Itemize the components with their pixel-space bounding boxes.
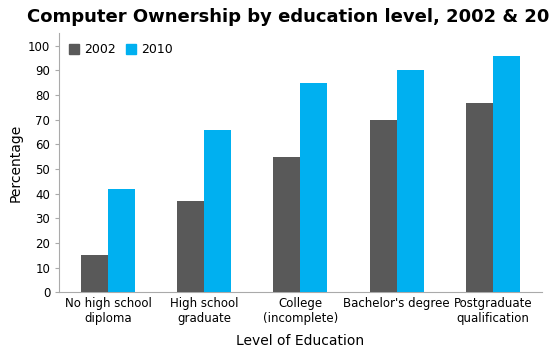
Bar — [493, 56, 520, 293]
Bar — [81, 256, 108, 293]
Legend: 2002, 2010: 2002, 2010 — [65, 40, 177, 60]
Bar — [466, 103, 493, 293]
Bar — [397, 70, 424, 293]
Bar — [177, 201, 204, 293]
Title: Computer Ownership by education level, 2002 & 2010: Computer Ownership by education level, 2… — [27, 8, 550, 26]
Bar — [300, 83, 327, 293]
Bar — [108, 189, 135, 293]
Y-axis label: Percentage: Percentage — [8, 124, 23, 202]
X-axis label: Level of Education: Level of Education — [236, 334, 365, 348]
Bar — [273, 157, 300, 293]
Bar — [204, 130, 231, 293]
Bar — [370, 120, 397, 293]
